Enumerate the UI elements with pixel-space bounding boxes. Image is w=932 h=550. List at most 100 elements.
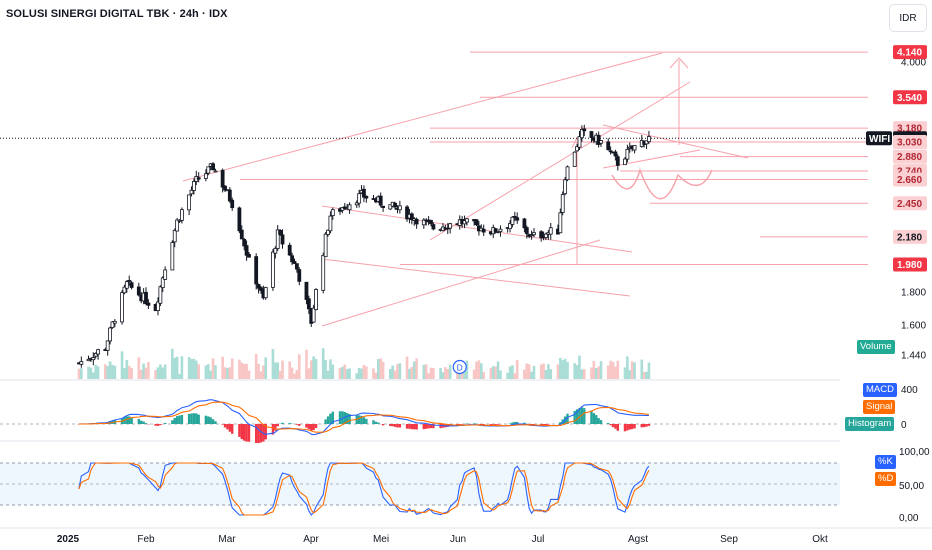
- macd-histogram-bar: [195, 413, 198, 424]
- volume-bar: [173, 357, 177, 379]
- volume-legend-tag[interactable]: Volume: [857, 340, 895, 354]
- price-label: 3.030: [897, 138, 922, 149]
- symbol-tag: WIFI: [869, 134, 890, 145]
- candle-body: [510, 216, 515, 225]
- price-label-box: [893, 149, 927, 164]
- macd-histogram-bar: [494, 424, 497, 425]
- macd-histogram-bar: [197, 414, 200, 424]
- candle-body: [364, 195, 369, 199]
- volume-bar: [228, 367, 232, 379]
- macd-histogram-bar: [180, 414, 184, 424]
- candle-body: [625, 148, 630, 160]
- time-tick: Mar: [218, 534, 236, 545]
- candle-body: [409, 213, 414, 221]
- volume-bar: [559, 357, 562, 379]
- candle-body: [323, 233, 328, 258]
- volume-bar: [238, 359, 241, 379]
- time-tick: Mei: [373, 534, 389, 545]
- volume-bar: [448, 364, 452, 379]
- dividend-marker-icon: [452, 359, 467, 375]
- rising-ray: [429, 81, 691, 241]
- macd-histogram-bar: [592, 413, 596, 424]
- price-label-box: [893, 196, 927, 211]
- macd-histogram-bar: [264, 424, 267, 440]
- macd-histogram-bar: [381, 424, 385, 426]
- stoch-tick: 100,00: [899, 447, 930, 458]
- volume-bar: [360, 368, 363, 379]
- volume-bar: [324, 359, 327, 379]
- volume-bar: [240, 362, 244, 379]
- volume-bar: [242, 363, 246, 379]
- candle-body: [347, 204, 352, 211]
- volume-bar: [628, 370, 632, 379]
- volume-bar: [377, 358, 380, 379]
- macd-histogram-bar: [329, 413, 332, 424]
- volume-bar: [623, 367, 627, 379]
- candle-body: [86, 358, 91, 362]
- volume-bar: [130, 367, 133, 379]
- macd-histogram-bar: [326, 416, 330, 424]
- price-label-box: [893, 90, 927, 105]
- stoch-k-legend-tag[interactable]: %K: [875, 455, 896, 469]
- volume-bar: [92, 372, 95, 379]
- target-arrow: [669, 57, 689, 69]
- signal-legend-tag[interactable]: Signal: [863, 400, 896, 414]
- histogram-legend-tag[interactable]: Histogram: [845, 417, 895, 431]
- volume-bar: [331, 364, 335, 379]
- currency-button[interactable]: IDR: [889, 4, 927, 32]
- volume-bar: [472, 369, 476, 379]
- candle-body: [280, 234, 285, 245]
- stoch-d-legend-tag[interactable]: %D: [875, 472, 897, 486]
- price-label: 3.180: [897, 124, 922, 135]
- volume-bar: [405, 356, 409, 379]
- symbol-tag-box: [866, 131, 892, 146]
- macd-histogram-bar: [611, 424, 615, 428]
- candle-body: [108, 327, 112, 342]
- volume-bar: [281, 360, 284, 379]
- macd-histogram-bar: [144, 423, 148, 424]
- candle-body: [608, 150, 613, 153]
- candle-body: [120, 292, 124, 323]
- macd-histogram-bar: [259, 424, 263, 443]
- volume-bar: [515, 359, 519, 379]
- candle-body: [647, 136, 651, 143]
- macd-histogram-bar: [324, 419, 327, 424]
- time-tick: Jun: [450, 534, 466, 545]
- volume-bar: [590, 367, 593, 379]
- candle-body: [328, 215, 333, 232]
- volume-bar: [271, 349, 275, 379]
- macd-histogram-bar: [607, 422, 610, 424]
- macd-histogram-bar: [257, 424, 260, 444]
- macd-histogram-bar: [422, 424, 426, 430]
- macd-histogram-bar: [228, 424, 232, 432]
- candle-body: [623, 158, 627, 166]
- macd-histogram-bar: [616, 424, 620, 431]
- macd-histogram-bar: [583, 408, 586, 424]
- volume-bar: [439, 367, 442, 379]
- candle-body: [122, 286, 127, 294]
- volume-bar: [479, 363, 483, 379]
- volume-bar: [597, 366, 600, 379]
- candle-body: [532, 232, 536, 236]
- macd-histogram-bar: [429, 424, 433, 429]
- candle-body: [105, 340, 110, 351]
- volume-bar: [606, 365, 610, 379]
- macd-histogram-bar: [377, 422, 380, 424]
- volume-bar: [127, 365, 131, 379]
- volume-bar: [190, 359, 193, 379]
- candle-body: [544, 233, 548, 238]
- macd-histogram-bar: [365, 418, 368, 424]
- macd-legend-tag[interactable]: MACD: [863, 383, 897, 397]
- macd-histogram-bar: [209, 417, 212, 424]
- volume-bar: [616, 360, 620, 379]
- volume-bar: [147, 362, 150, 379]
- macd-histogram-bar: [163, 422, 167, 424]
- volume-bar: [549, 369, 553, 379]
- candle-body: [124, 281, 129, 289]
- candle-body: [371, 198, 376, 200]
- volume-bar: [374, 372, 378, 379]
- candle-body: [405, 206, 409, 220]
- candle-body: [340, 207, 345, 211]
- volume-bar: [276, 362, 280, 379]
